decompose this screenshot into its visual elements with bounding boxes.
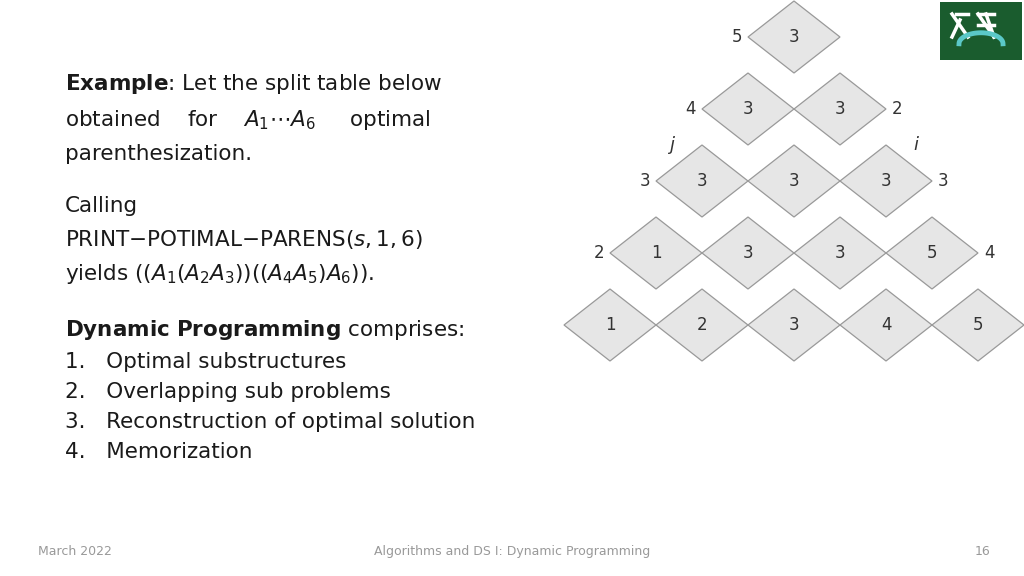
Text: 2: 2 bbox=[593, 244, 604, 262]
Text: yields $((A_1(A_2 A_3))((A_4 A_5)A_6))$.: yields $((A_1(A_2 A_3))((A_4 A_5)A_6))$. bbox=[65, 262, 374, 286]
Polygon shape bbox=[840, 145, 932, 217]
Text: i: i bbox=[913, 136, 919, 154]
Polygon shape bbox=[656, 289, 748, 361]
Text: 2.   Overlapping sub problems: 2. Overlapping sub problems bbox=[65, 382, 391, 402]
Text: Calling: Calling bbox=[65, 196, 138, 216]
Polygon shape bbox=[702, 217, 794, 289]
Text: $\mathbf{Example}$: Let the split table below: $\mathbf{Example}$: Let the split table … bbox=[65, 72, 442, 96]
Text: 3.   Reconstruction of optimal solution: 3. Reconstruction of optimal solution bbox=[65, 412, 475, 432]
Text: 5: 5 bbox=[731, 28, 742, 46]
Polygon shape bbox=[886, 217, 978, 289]
Polygon shape bbox=[702, 73, 794, 145]
Polygon shape bbox=[748, 1, 840, 73]
Text: 2: 2 bbox=[892, 100, 902, 118]
Text: 3: 3 bbox=[788, 28, 800, 46]
Text: parenthesization.: parenthesization. bbox=[65, 144, 252, 164]
Text: 3: 3 bbox=[835, 244, 846, 262]
Text: 5: 5 bbox=[927, 244, 937, 262]
Polygon shape bbox=[794, 73, 886, 145]
Text: 1.   Optimal substructures: 1. Optimal substructures bbox=[65, 352, 346, 372]
Polygon shape bbox=[656, 145, 748, 217]
Polygon shape bbox=[748, 289, 840, 361]
Text: 4: 4 bbox=[984, 244, 994, 262]
FancyBboxPatch shape bbox=[940, 2, 1022, 60]
Polygon shape bbox=[564, 289, 656, 361]
Text: $\mathbf{Dynamic\ Programming}$ comprises:: $\mathbf{Dynamic\ Programming}$ comprise… bbox=[65, 318, 464, 342]
Text: 3: 3 bbox=[639, 172, 650, 190]
Text: obtained    for    $A_1 \cdots A_6$     optimal: obtained for $A_1 \cdots A_6$ optimal bbox=[65, 108, 431, 132]
Text: Algorithms and DS I: Dynamic Programming: Algorithms and DS I: Dynamic Programming bbox=[374, 545, 650, 558]
Text: 4.   Memorization: 4. Memorization bbox=[65, 442, 253, 462]
Text: 3: 3 bbox=[938, 172, 948, 190]
Polygon shape bbox=[610, 217, 702, 289]
Text: March 2022: March 2022 bbox=[38, 545, 112, 558]
Text: 5: 5 bbox=[973, 316, 983, 334]
Text: 4: 4 bbox=[881, 316, 891, 334]
Polygon shape bbox=[840, 289, 932, 361]
Text: 3: 3 bbox=[788, 316, 800, 334]
Polygon shape bbox=[748, 145, 840, 217]
Text: 3: 3 bbox=[788, 172, 800, 190]
Text: 1: 1 bbox=[650, 244, 662, 262]
Polygon shape bbox=[932, 289, 1024, 361]
Text: 3: 3 bbox=[742, 244, 754, 262]
Polygon shape bbox=[794, 217, 886, 289]
Text: 2: 2 bbox=[696, 316, 708, 334]
Text: 1: 1 bbox=[605, 316, 615, 334]
Text: 4: 4 bbox=[685, 100, 696, 118]
Text: 3: 3 bbox=[881, 172, 891, 190]
Text: 3: 3 bbox=[696, 172, 708, 190]
Text: 3: 3 bbox=[835, 100, 846, 118]
Text: 3: 3 bbox=[742, 100, 754, 118]
Text: PRINT$-$POTIMAL$-$PARENS$(s, 1, 6)$: PRINT$-$POTIMAL$-$PARENS$(s, 1, 6)$ bbox=[65, 228, 423, 251]
Text: 16: 16 bbox=[974, 545, 990, 558]
Text: j: j bbox=[670, 136, 675, 154]
